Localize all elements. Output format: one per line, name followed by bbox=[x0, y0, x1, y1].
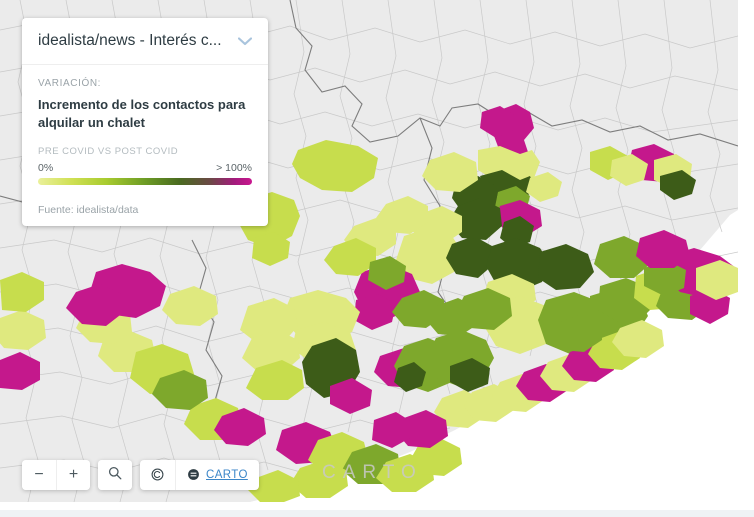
region-very-low bbox=[242, 330, 300, 372]
legend-panel-body: VARIACIÓN: Incremento de los contactos p… bbox=[22, 65, 268, 195]
map-canvas[interactable]: CARTO bbox=[0, 0, 738, 502]
attribution-group: CARTO bbox=[140, 460, 259, 490]
region-very-low bbox=[240, 298, 298, 344]
carto-mark-icon bbox=[187, 468, 200, 483]
carto-link[interactable]: CARTO bbox=[206, 469, 248, 481]
scale-max-label: > 100% bbox=[216, 161, 252, 174]
region-high bbox=[660, 170, 696, 200]
region-low bbox=[246, 360, 304, 400]
scale-value-labels: 0% > 100% bbox=[38, 162, 252, 174]
region-medium bbox=[644, 260, 686, 296]
region-low bbox=[410, 438, 462, 476]
search-icon bbox=[108, 466, 122, 485]
scale-caption: PRE COVID VS POST COVID bbox=[38, 145, 179, 157]
variation-title: Incremento de los contactos para alquila… bbox=[38, 96, 246, 131]
region-very-high bbox=[66, 284, 124, 326]
page-bottom-strip bbox=[0, 510, 754, 517]
region-very-low bbox=[422, 152, 478, 192]
scale-min-label: 0% bbox=[38, 161, 54, 174]
color-scale-bar bbox=[38, 177, 252, 185]
region-very-high bbox=[372, 412, 412, 448]
chevron-down-icon[interactable] bbox=[236, 32, 254, 50]
search-button[interactable] bbox=[98, 460, 132, 490]
region-very-low bbox=[526, 172, 562, 202]
region-medium bbox=[550, 314, 602, 352]
region-very-high bbox=[480, 106, 516, 138]
carto-attribution[interactable]: CARTO bbox=[175, 460, 259, 490]
panel-title: idealista/news - Interés c... bbox=[38, 32, 222, 49]
region-low bbox=[290, 460, 348, 498]
map-controls: − + bbox=[22, 460, 259, 490]
region-low bbox=[0, 272, 44, 312]
legend-panel: idealista/news - Interés c... VARIACIÓN:… bbox=[22, 18, 268, 226]
zoom-in-button[interactable]: + bbox=[56, 460, 90, 490]
region-high bbox=[446, 236, 494, 278]
region-very-low bbox=[612, 320, 664, 358]
search-control-group bbox=[98, 460, 132, 490]
copyright-button[interactable] bbox=[140, 460, 175, 490]
region-medium bbox=[594, 236, 650, 278]
legend-footer-source: Fuente: idealista/data bbox=[38, 203, 139, 216]
region-high bbox=[394, 362, 426, 392]
region-high bbox=[500, 216, 534, 248]
region-low bbox=[292, 140, 378, 192]
sea-area bbox=[250, 210, 738, 502]
region-very-high bbox=[330, 378, 372, 414]
region-medium bbox=[456, 288, 512, 330]
region-high bbox=[450, 358, 490, 392]
region-very-low bbox=[610, 154, 648, 186]
copyright-icon bbox=[151, 468, 164, 483]
region-medium bbox=[152, 370, 208, 410]
region-very-high bbox=[354, 294, 396, 330]
region-low bbox=[248, 470, 300, 502]
legend-panel-header[interactable]: idealista/news - Interés c... bbox=[22, 18, 268, 65]
region-very-low bbox=[162, 286, 218, 326]
region-very-low bbox=[696, 260, 738, 300]
region-very-high bbox=[0, 352, 40, 390]
page-edge-right bbox=[738, 0, 754, 517]
region-high bbox=[538, 244, 594, 290]
variation-kicker: VARIACIÓN: bbox=[38, 77, 102, 89]
region-very-low bbox=[0, 310, 46, 350]
region-medium bbox=[368, 256, 406, 290]
choropleth-regions bbox=[0, 104, 738, 502]
region-very-high bbox=[214, 408, 266, 446]
region-low bbox=[252, 232, 290, 266]
region-low bbox=[324, 238, 376, 276]
region-very-high bbox=[636, 230, 690, 268]
zoom-out-button[interactable]: − bbox=[22, 460, 56, 490]
zoom-control-group: − + bbox=[22, 460, 90, 490]
